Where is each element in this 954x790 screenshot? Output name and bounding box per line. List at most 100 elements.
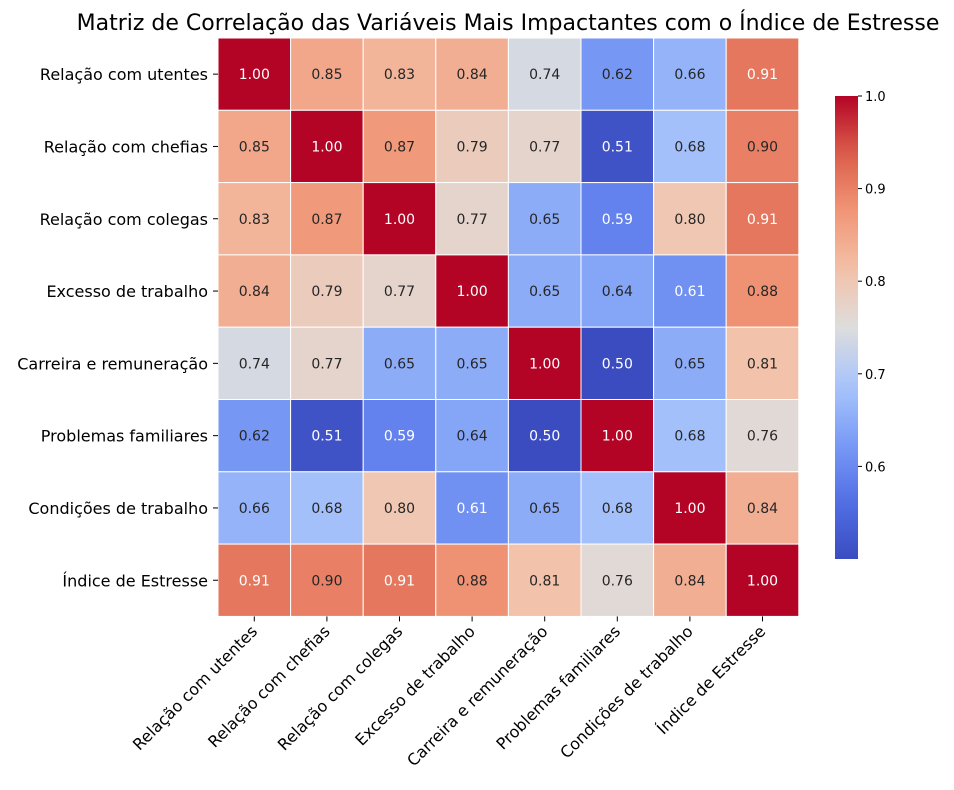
cell-value-label: 0.68 (311, 501, 342, 517)
heatmap-cell (580, 326, 655, 401)
cell-value-label: 0.85 (311, 67, 342, 83)
row-label-indice-de-estresse: Índice de Estresse (62, 571, 208, 590)
cell-value-label: 0.76 (602, 573, 633, 589)
cell-value-label: 0.91 (747, 212, 778, 228)
cell-value-label: 0.74 (239, 356, 270, 372)
heatmap-cell (435, 254, 509, 328)
cell-value-label: 0.76 (747, 429, 778, 445)
cell-value-label: 0.65 (674, 356, 705, 372)
cell-value-label: 0.77 (457, 212, 488, 228)
heatmap-cell (580, 37, 655, 111)
heatmap-cell (507, 399, 582, 473)
cell-value-label: 0.84 (674, 573, 705, 589)
cell-value-label: 0.65 (457, 356, 488, 372)
heatmap-cell (290, 182, 364, 256)
cell-value-label: 0.83 (384, 67, 415, 83)
heatmap-cell (290, 109, 364, 184)
cell-value-label: 0.68 (674, 139, 705, 155)
cell-value-label: 0.77 (384, 284, 415, 300)
heatmap-cell (507, 37, 582, 111)
column-label-excesso-de-trabalho: Excesso de trabalho (351, 622, 479, 750)
cell-value-label: 0.61 (674, 284, 705, 300)
heatmap-cell (653, 471, 727, 545)
heatmap-cell (580, 399, 655, 473)
cell-value-label: 0.90 (747, 139, 778, 155)
cell-value-label: 1.00 (384, 212, 415, 228)
colorbar-gradient (835, 96, 858, 559)
cell-value-label: 0.65 (529, 501, 560, 517)
column-label-problemas-familiares: Problemas familiares (492, 622, 624, 754)
cell-value-label: 0.50 (529, 429, 560, 445)
heatmap-cell (362, 254, 437, 328)
cell-value-label: 1.00 (529, 356, 560, 372)
column-label-relacao-com-utentes: Relação com utentes (129, 622, 261, 754)
heatmap-cell (725, 182, 800, 256)
colorbar-tick-label: 1.0 (865, 90, 886, 105)
heatmap-cell (435, 543, 509, 617)
heatmap-cell (290, 37, 364, 111)
cell-value-label: 0.51 (602, 139, 633, 155)
heatmap-cell (290, 471, 364, 545)
heatmap-cell (507, 326, 582, 401)
heatmap-cell (580, 109, 655, 184)
row-label-condicoes-de-trabalho: Condições de trabalho (28, 499, 208, 518)
colorbar-tick-label: 0.7 (865, 368, 886, 383)
heatmap-cell (507, 254, 582, 328)
cell-value-label: 0.91 (384, 573, 415, 589)
heatmap-cell (653, 182, 727, 256)
column-label-condicoes-de-trabalho: Condições de trabalho (556, 622, 696, 762)
heatmap-cell (362, 182, 437, 256)
cell-value-label: 0.77 (529, 139, 560, 155)
colorbar-tick-label: 0.9 (865, 183, 886, 198)
cell-value-label: 0.59 (602, 212, 633, 228)
cell-value-label: 0.79 (311, 284, 342, 300)
cell-value-label: 0.91 (747, 67, 778, 83)
cell-value-label: 0.88 (747, 284, 778, 300)
heatmap-cell (217, 254, 292, 328)
row-labels: Relação com utentes Relação com chefias Re… (17, 65, 218, 590)
cell-value-label: 0.68 (602, 501, 633, 517)
row-label-relacao-com-chefias: Relação com chefias (44, 137, 208, 156)
heatmap-cell (217, 37, 292, 111)
column-label-relacao-com-colegas: Relação com colegas (274, 622, 407, 755)
heatmap-cell (362, 326, 437, 401)
heatmap-cell (362, 37, 437, 111)
cell-value-label: 0.81 (529, 573, 560, 589)
row-label-excesso-de-trabalho: Excesso de trabalho (46, 282, 208, 301)
heatmap-cell (580, 182, 655, 256)
cell-value-label: 0.62 (602, 67, 633, 83)
heatmap-cell (362, 471, 437, 545)
cell-value-label: 0.83 (239, 212, 270, 228)
row-label-relacao-com-utentes: Relação com utentes (40, 65, 208, 84)
cell-value-label: 1.00 (674, 501, 705, 517)
heatmap-cell (725, 471, 800, 545)
heatmap-cell (507, 182, 582, 256)
cell-value-label: 1.00 (602, 429, 633, 445)
heatmap-cell (653, 399, 727, 473)
cell-value-label: 0.64 (457, 429, 488, 445)
heatmap-cell (725, 399, 800, 473)
cell-value-label: 0.79 (457, 139, 488, 155)
cell-value-label: 0.77 (311, 356, 342, 372)
heatmap-cell (435, 326, 509, 401)
heatmap-cell (217, 471, 292, 545)
colorbar-tick-label: 0.8 (865, 275, 886, 290)
cell-value-label: 0.61 (457, 501, 488, 517)
colorbar: 0.6 0.7 0.8 0.9 1.0 (835, 90, 886, 559)
cell-value-label: 1.00 (747, 573, 778, 589)
heatmap-cells: 1.00 0.85 0.83 0.84 0.74 0.62 0.66 0.91 0.85 1.00… (217, 37, 800, 617)
column-label-relacao-com-chefias: Relação com chefias (204, 622, 334, 752)
cell-value-label: 1.00 (457, 284, 488, 300)
cell-value-label: 0.84 (239, 284, 270, 300)
heatmap-cell (435, 109, 509, 184)
colorbar-tick-label: 0.6 (865, 460, 886, 475)
heatmap-cell (653, 326, 727, 401)
heatmap-cell (290, 543, 364, 617)
heatmap-cell (507, 471, 582, 545)
cell-value-label: 0.64 (602, 284, 633, 300)
heatmap-cell (580, 471, 655, 545)
cell-value-label: 0.65 (529, 284, 560, 300)
cell-value-label: 0.80 (674, 212, 705, 228)
